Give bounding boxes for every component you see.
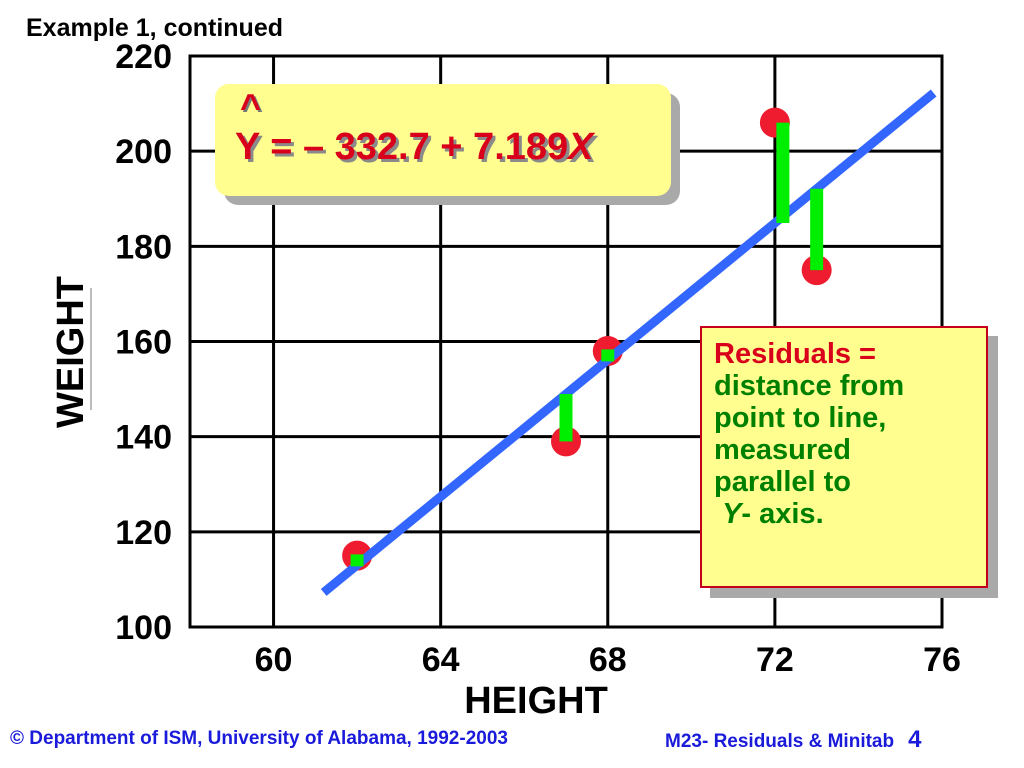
y-tick-label: 160 [115,324,172,362]
page-number: 4 [908,726,922,753]
note-line: point to line, [714,402,887,434]
residuals-note-box: Residuals = distance from point to line,… [700,326,988,588]
y-tick-labels: 100 120 140 160 180 200 220 [115,38,172,647]
residual-bar [559,394,573,442]
slide-title: Example 1, continued [26,14,284,42]
note-line: parallel to [714,466,851,498]
regression-equation: Y = – 332.7 + 7.189X [235,126,594,169]
y-tick-label: 140 [115,419,172,457]
x-tick-labels: 60 64 68 72 76 [255,641,961,679]
note-line: distance from [714,370,905,402]
residual-bars [350,122,824,567]
note-line: measured [714,434,852,466]
y-axis-label: WEIGHT [50,276,92,428]
equation-lhs: Y = – 332.7 + 7.189 [235,126,569,168]
x-tick-label: 68 [589,641,627,679]
x-tick-label: 60 [255,641,293,679]
y-tick-label: 220 [115,38,172,76]
y-tick-label: 100 [115,609,172,647]
y-tick-label: 180 [115,228,172,266]
regression-line [320,89,937,596]
y-tick-label: 200 [115,133,172,171]
equation-variable: X [568,126,594,168]
footer-copyright: © Department of ISM, University of Alaba… [10,728,508,749]
footer-course-text: M23- Residuals & Minitab [665,731,895,752]
residual-bar [776,122,790,223]
x-tick-label: 76 [923,641,961,679]
residual-bar [601,349,615,362]
note-line-last: Y- axis. [714,498,986,530]
note-axis-text: - axis. [741,498,824,530]
footer-course-label: M23- Residuals & Minitab 4 [665,726,921,754]
regression-equation-box: ^ Y = – 332.7 + 7.189X [215,84,671,196]
x-tick-label: 72 [756,641,794,679]
x-tick-label: 64 [422,641,460,679]
note-line: Residuals = [714,338,876,370]
y-tick-label: 120 [115,514,172,552]
x-axis-label: HEIGHT [464,680,608,722]
residual-bar [350,554,364,567]
residual-bar [810,188,824,271]
equation-hat: ^ [240,86,262,127]
note-axis-variable: Y [722,498,742,530]
